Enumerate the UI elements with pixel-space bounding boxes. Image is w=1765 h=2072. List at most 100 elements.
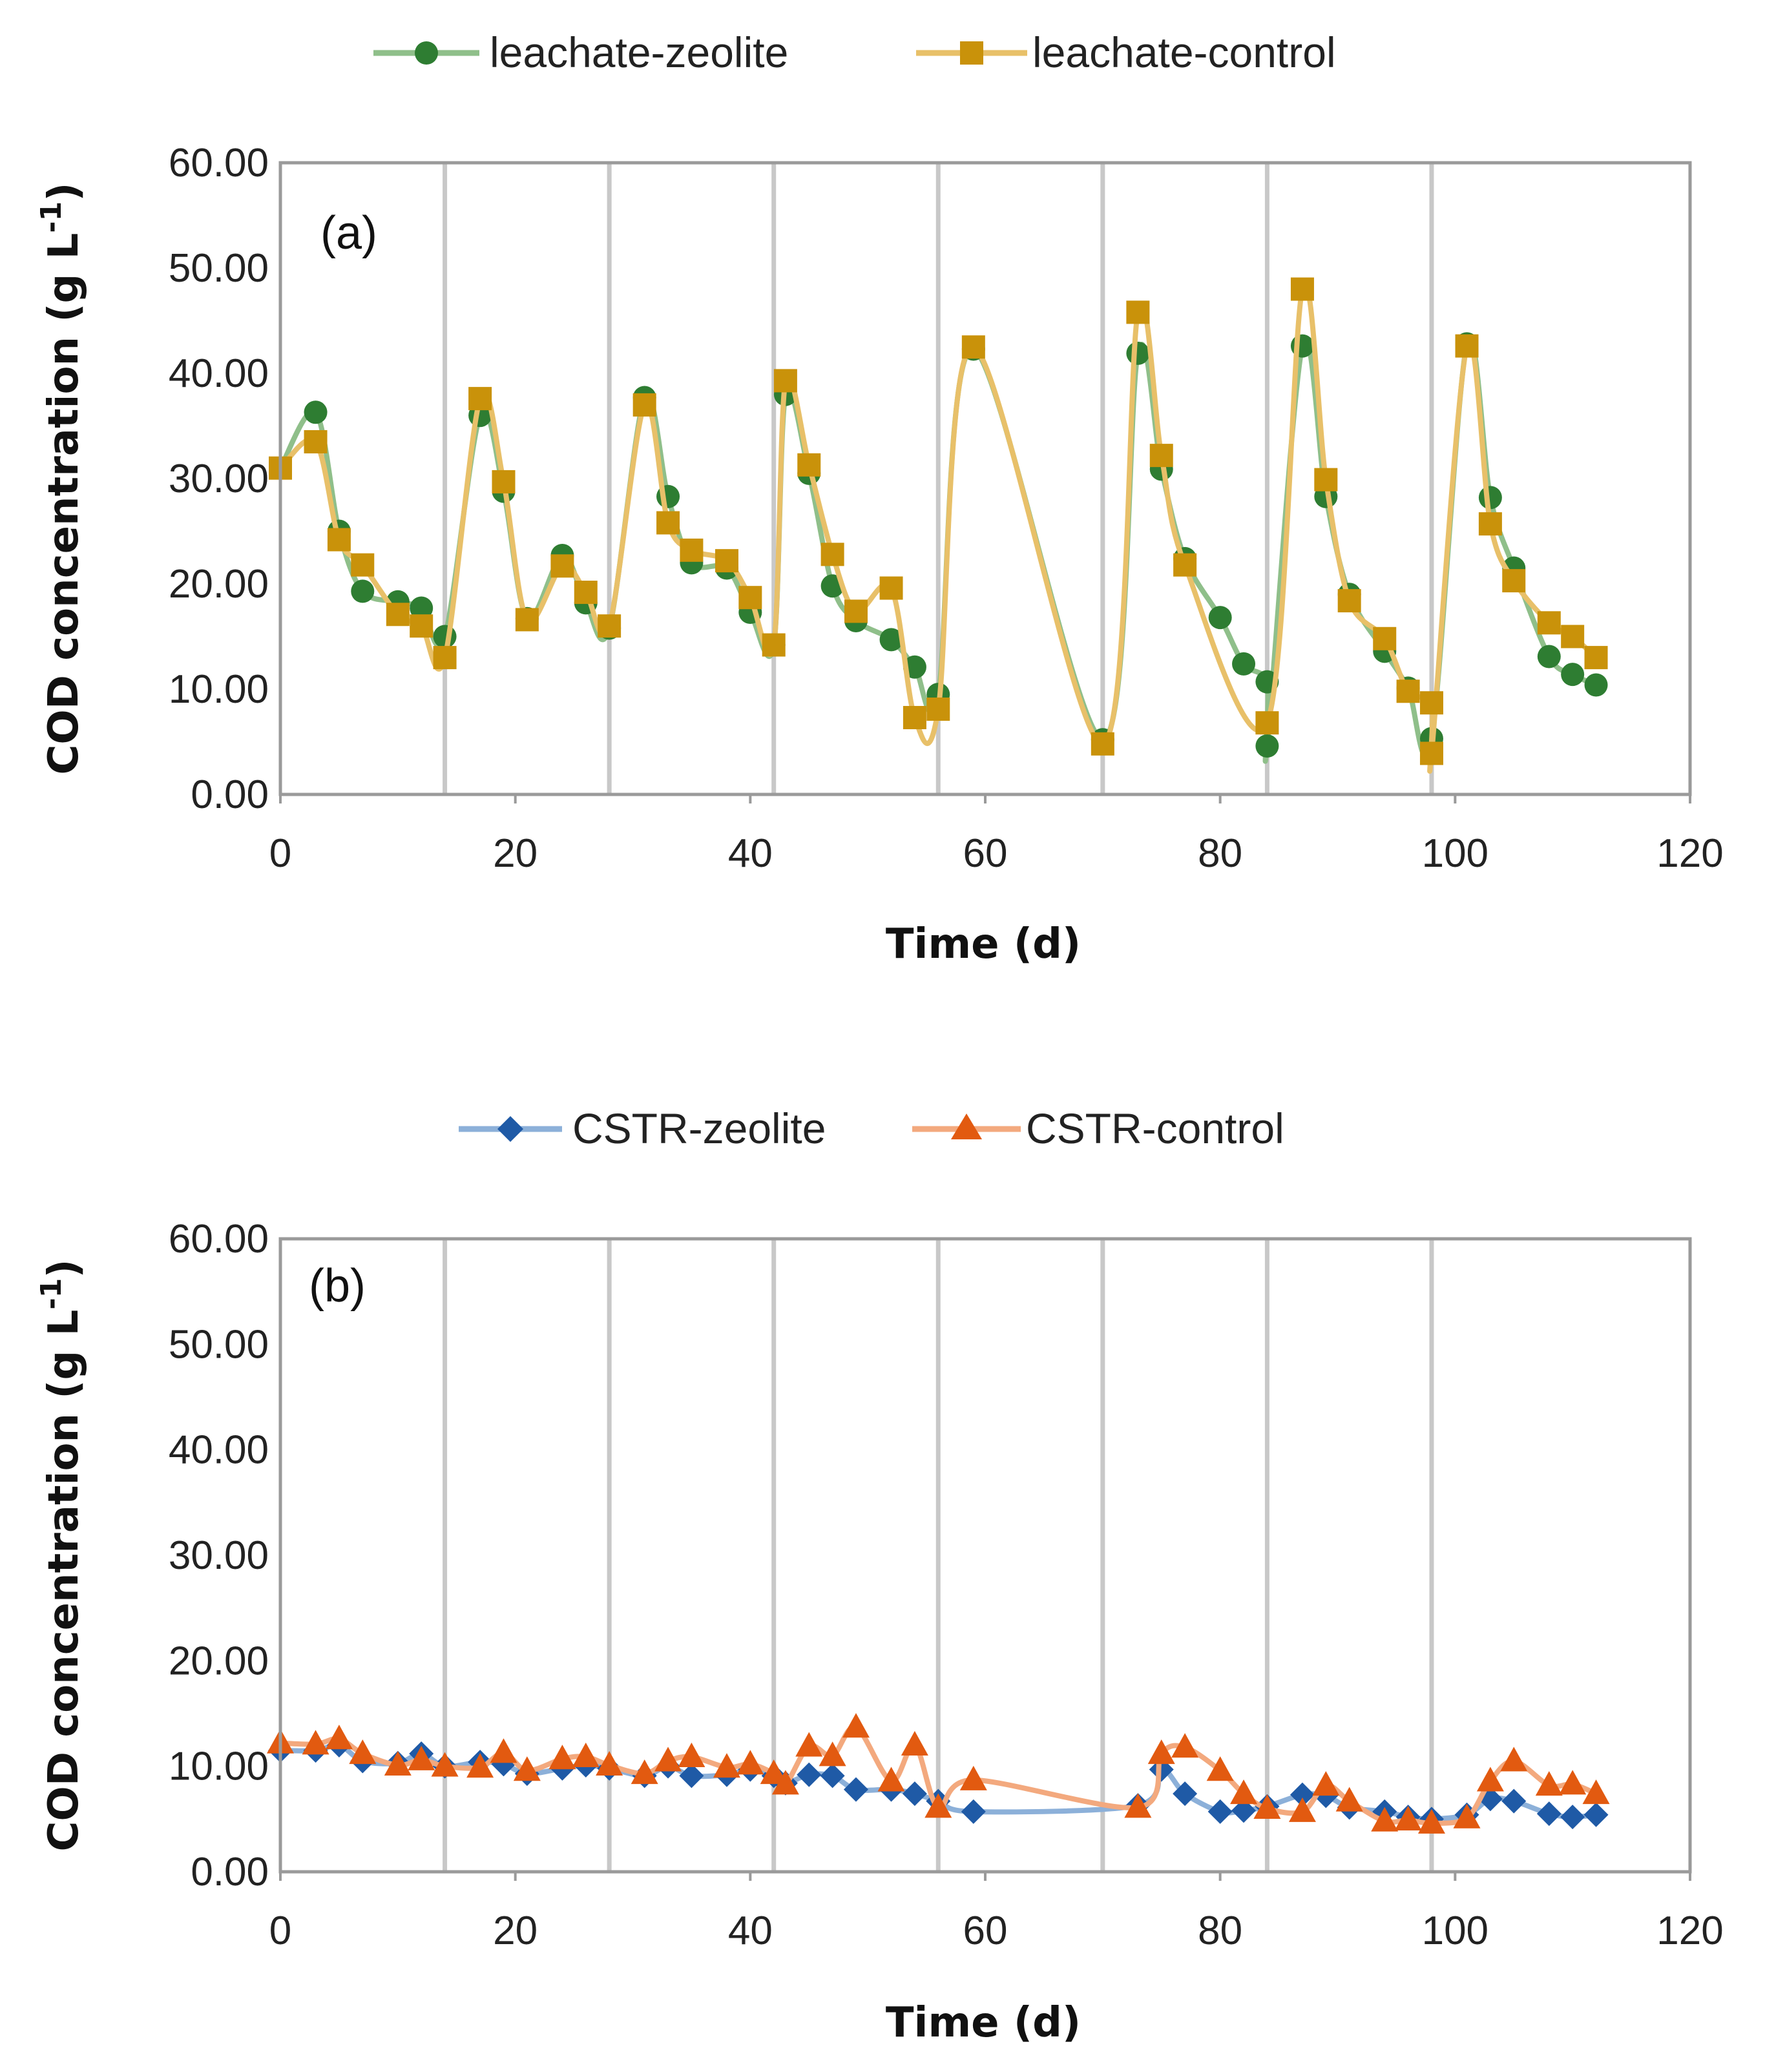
- point-leachate-control-33: [1314, 468, 1338, 492]
- point-cstr-zeolite-22: [843, 1777, 868, 1802]
- point-cstr-zeolite-41: [1501, 1788, 1527, 1814]
- legend-b: CSTR-zeolite CSTR-control: [459, 1104, 1284, 1152]
- legend-label-leachate-control: leachate-control: [1032, 28, 1336, 76]
- point-leachate-control-42: [1537, 611, 1561, 635]
- point-cstr-control-24: [901, 1731, 928, 1756]
- point-leachate-control-37: [1419, 691, 1443, 715]
- x-tick-labels-b: 0 20 40 60 80 100 120: [269, 1909, 1724, 1953]
- point-cstr-zeolite-29: [1173, 1781, 1198, 1807]
- point-cstr-control-41: [1500, 1746, 1528, 1772]
- y-tick-label-b-3: 30.00: [169, 1533, 269, 1578]
- point-leachate-control-6: [433, 646, 457, 670]
- y-tick-label-b-2: 20.00: [169, 1639, 269, 1683]
- point-cstr-control-18: [760, 1759, 788, 1785]
- panel-label-b: (b): [309, 1260, 366, 1312]
- x-tick-label-a-6: 120: [1656, 831, 1723, 876]
- x-tick-label-a-3: 60: [963, 831, 1008, 876]
- plot-frame-b: [278, 1237, 1692, 1874]
- point-cstr-control-37: [1394, 1805, 1422, 1830]
- point-leachate-control-20: [797, 453, 821, 477]
- point-cstr-control-19: [771, 1770, 799, 1795]
- point-cstr-control-34: [1312, 1771, 1340, 1796]
- legend-marker-leachate-control: [960, 41, 983, 65]
- point-cstr-zeolite-21: [820, 1763, 845, 1788]
- legend-marker-leachate-zeolite: [415, 41, 438, 65]
- point-cstr-control-1: [302, 1730, 329, 1755]
- point-cstr-control-28: [1147, 1739, 1175, 1765]
- x-tick-label-b-6: 120: [1656, 1909, 1723, 1953]
- point-leachate-control-21: [820, 543, 844, 566]
- point-leachate-zeolite-45: [1561, 663, 1585, 687]
- series-b: [267, 1713, 1610, 1834]
- x-tick-label-b-1: 20: [493, 1909, 538, 1953]
- x-tick-label-a-2: 40: [728, 831, 773, 876]
- y-tick-label-a-6: 60.00: [169, 141, 269, 185]
- point-leachate-zeolite-34: [1255, 734, 1279, 758]
- point-leachate-control-28: [1126, 300, 1150, 324]
- x-tick-label-b-3: 60: [963, 1909, 1008, 1953]
- point-cstr-zeolite-26: [961, 1799, 986, 1824]
- y-tick-label-a-4: 40.00: [169, 351, 269, 396]
- point-leachate-control-5: [410, 614, 433, 638]
- point-leachate-zeolite-5: [410, 596, 433, 620]
- point-cstr-control-4: [384, 1751, 412, 1776]
- point-cstr-control-7: [466, 1753, 494, 1778]
- y-axis-title-a-sup: -1: [35, 202, 68, 233]
- point-leachate-control-35: [1373, 627, 1397, 650]
- x-tick-label-a-1: 20: [493, 831, 538, 876]
- point-cstr-control-12: [596, 1751, 623, 1776]
- y-tick-label-b-1: 10.00: [169, 1745, 269, 1789]
- point-leachate-control-31: [1255, 711, 1279, 735]
- point-cstr-control-13: [631, 1759, 658, 1785]
- point-cstr-control-35: [1335, 1787, 1363, 1812]
- point-cstr-control-5: [408, 1745, 435, 1770]
- point-cstr-zeolite-33: [1290, 1782, 1315, 1807]
- y-axis-title-a-close: ): [40, 182, 88, 201]
- y-tick-label-b-4: 40.00: [169, 1428, 269, 1473]
- point-leachate-control-1: [304, 430, 328, 453]
- point-cstr-control-39: [1453, 1803, 1481, 1829]
- point-cstr-zeolite-24: [902, 1781, 927, 1807]
- legend-marker-cstr-zeolite: [497, 1116, 523, 1142]
- point-leachate-zeolite-31: [1208, 606, 1232, 630]
- point-leachate-control-27: [1091, 732, 1114, 756]
- x-tick-label-b-0: 0: [269, 1909, 291, 1953]
- point-cstr-zeolite-20: [797, 1762, 822, 1787]
- y-axis-title-a-main: COD concentration (g L: [40, 233, 88, 775]
- point-leachate-control-13: [632, 393, 656, 417]
- point-cstr-control-38: [1417, 1808, 1445, 1834]
- y-tick-label-b-5: 50.00: [169, 1322, 269, 1367]
- point-leachate-control-29: [1149, 444, 1173, 468]
- point-cstr-control-32: [1253, 1794, 1281, 1819]
- point-cstr-control-36: [1371, 1807, 1399, 1832]
- x-tick-labels-a: 0 20 40 60 80 100 120: [269, 831, 1724, 876]
- y-tick-label-b-0: 0.00: [191, 1850, 269, 1894]
- point-leachate-control-8: [492, 470, 516, 493]
- point-leachate-zeolite-23: [879, 628, 903, 652]
- point-leachate-control-22: [844, 599, 868, 623]
- point-leachate-control-24: [903, 706, 926, 730]
- y-tick-label-b-6: 60.00: [169, 1217, 269, 1261]
- point-leachate-control-26: [961, 335, 985, 359]
- point-leachate-zeolite-46: [1584, 673, 1608, 697]
- panel-b-chart: CSTR-zeolite CSTR-control 0.00 10.00 20.00…: [35, 1104, 1724, 2047]
- x-tick-label-b-2: 40: [728, 1909, 773, 1953]
- point-cstr-control-31: [1230, 1779, 1258, 1805]
- y-tick-label-a-2: 20.00: [169, 562, 269, 606]
- point-cstr-control-40: [1476, 1766, 1504, 1792]
- point-cstr-control-9: [513, 1756, 541, 1781]
- y-tick-labels-b: 0.00 10.00 20.00 30.00 40.00 50.00 60.00: [169, 1217, 269, 1894]
- point-leachate-control-18: [762, 633, 786, 657]
- point-leachate-control-39: [1455, 334, 1479, 358]
- x-axis-title-b: Time (d): [886, 1999, 1081, 2047]
- point-cstr-control-33: [1288, 1797, 1316, 1822]
- point-leachate-zeolite-3: [351, 579, 375, 603]
- point-leachate-zeolite-32: [1232, 652, 1256, 676]
- point-cstr-control-17: [736, 1750, 764, 1775]
- panel-label-a: (a): [320, 207, 377, 259]
- legend-a: leachate-zeolite leachate-control: [373, 28, 1336, 76]
- cycle-lines-b: [443, 1239, 1434, 1872]
- point-leachate-control-2: [327, 528, 351, 552]
- point-leachate-control-43: [1561, 625, 1585, 648]
- point-leachate-control-3: [351, 553, 375, 577]
